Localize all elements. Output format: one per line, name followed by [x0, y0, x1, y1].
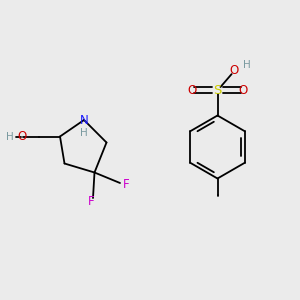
Text: S: S: [213, 83, 222, 97]
Text: O: O: [188, 83, 196, 97]
Text: H: H: [6, 131, 14, 142]
Text: N: N: [80, 113, 88, 127]
Text: O: O: [238, 83, 247, 97]
Text: O: O: [230, 64, 238, 77]
Text: O: O: [18, 130, 27, 143]
Text: H: H: [243, 60, 250, 70]
Text: H: H: [80, 128, 88, 138]
Text: F: F: [88, 195, 95, 208]
Text: F: F: [123, 178, 130, 191]
